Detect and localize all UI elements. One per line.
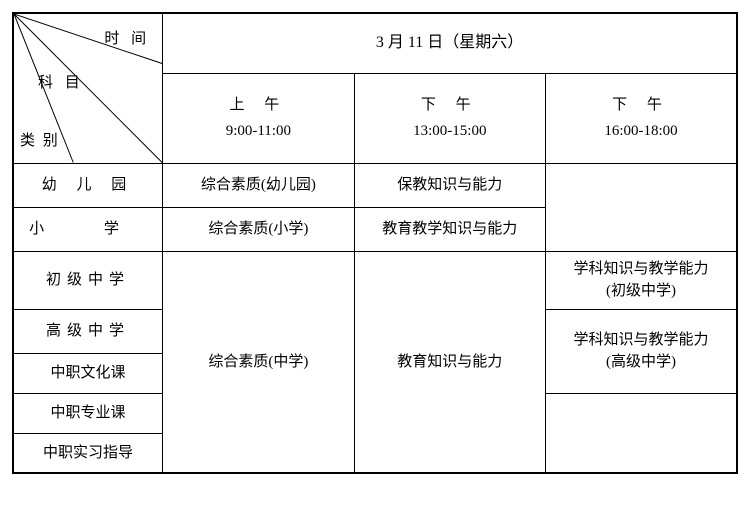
session-afternoon-2: 下 午 16:00-18:00 xyxy=(546,73,737,163)
table-row: 幼 儿 园 综合素质(幼儿园) 保教知识与能力 xyxy=(13,163,737,207)
cell: 学科知识与教学能力 (初级中学) xyxy=(546,251,737,309)
session-period: 下 午 xyxy=(355,94,545,117)
diagonal-header-cell: 时 间 科 目 类 别 xyxy=(13,13,163,163)
category-primary: 小 学 xyxy=(13,207,163,251)
session-morning: 上 午 9:00-11:00 xyxy=(163,73,354,163)
session-period: 下 午 xyxy=(546,94,736,117)
header-row-date: 时 间 科 目 类 别 3 月 11 日（星期六） xyxy=(13,13,737,73)
header-label-category: 类 别 xyxy=(20,130,60,153)
cell: 学科知识与教学能力 (高级中学) xyxy=(546,309,737,393)
cell: 综合素质(幼儿园) xyxy=(163,163,354,207)
category-kindergarten: 幼 儿 园 xyxy=(13,163,163,207)
cell-merged-subject: 教育知识与能力 xyxy=(354,251,545,473)
session-time: 9:00-11:00 xyxy=(163,120,353,143)
exam-schedule-table: 时 间 科 目 类 别 3 月 11 日（星期六） 上 午 9:00-11:00… xyxy=(12,12,738,474)
cell: 保教知识与能力 xyxy=(354,163,545,207)
cell-empty xyxy=(546,393,737,473)
session-time: 16:00-18:00 xyxy=(546,120,736,143)
table-row: 初级中学 综合素质(中学) 教育知识与能力 学科知识与教学能力 (初级中学) xyxy=(13,251,737,309)
header-label-time: 时 间 xyxy=(104,28,150,51)
category-voc-intern: 中职实习指导 xyxy=(13,433,163,473)
category-voc-major: 中职专业课 xyxy=(13,393,163,433)
cell-empty xyxy=(546,163,737,251)
category-voc-culture: 中职文化课 xyxy=(13,353,163,393)
session-afternoon-1: 下 午 13:00-15:00 xyxy=(354,73,545,163)
category-junior-high: 初级中学 xyxy=(13,251,163,309)
session-period: 上 午 xyxy=(163,94,353,117)
header-label-subject: 科 目 xyxy=(38,72,84,95)
cell-merged-subject: 综合素质(中学) xyxy=(163,251,354,473)
cell: 教育教学知识与能力 xyxy=(354,207,545,251)
date-header-cell: 3 月 11 日（星期六） xyxy=(163,13,737,73)
cell: 综合素质(小学) xyxy=(163,207,354,251)
category-senior-high: 高级中学 xyxy=(13,309,163,353)
session-time: 13:00-15:00 xyxy=(355,120,545,143)
